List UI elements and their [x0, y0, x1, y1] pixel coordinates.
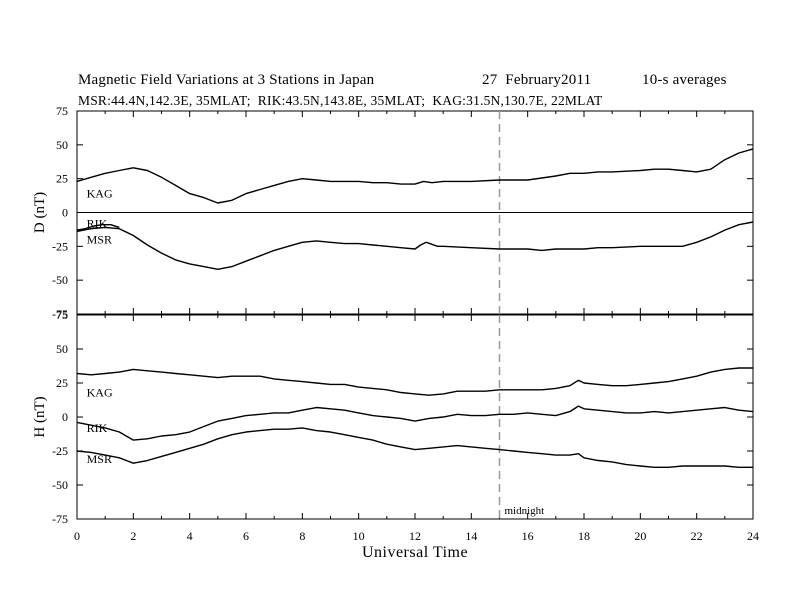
series-label-rik: RIK	[87, 216, 108, 230]
series-line-msr	[76, 427, 753, 468]
x-tick-label: 10	[353, 529, 365, 543]
midnight-label: midnight	[505, 505, 545, 517]
x-tick-label: 16	[522, 529, 534, 543]
x-tick-label: 8	[299, 529, 305, 543]
y-tick-label: 0	[62, 206, 68, 220]
y-tick-label: -50	[52, 478, 68, 492]
y-tick-label: 75	[56, 104, 68, 118]
chart-averaging: 10-s averages	[642, 72, 727, 88]
y-tick-label: -25	[52, 444, 68, 458]
x-tick-label: 0	[74, 529, 80, 543]
series-line-msr	[76, 221, 754, 270]
x-tick-label: 20	[634, 529, 646, 543]
x-axis-label: Universal Time	[362, 544, 468, 561]
series-label-kag: KAG	[87, 187, 113, 201]
x-tick-label: 2	[130, 529, 136, 543]
x-tick-label: 12	[409, 529, 421, 543]
series-label-msr: MSR	[87, 452, 112, 466]
y-tick-label: -50	[52, 273, 68, 287]
y-tick-label: 75	[56, 308, 68, 322]
series-label-kag: KAG	[87, 386, 113, 400]
series-line-kag	[76, 148, 754, 204]
y-tick-label: 0	[62, 410, 68, 424]
y-tick-label: -75	[52, 512, 68, 526]
x-tick-label: 22	[691, 529, 703, 543]
y-tick-label: 50	[56, 342, 68, 356]
x-tick-label: 4	[187, 529, 193, 543]
chart-title: Magnetic Field Variations at 3 Stations …	[78, 72, 375, 88]
chart-subtitle: MSR:44.4N,142.3E, 35MLAT; RIK:43.5N,143.…	[78, 93, 603, 108]
series-label-msr: MSR	[87, 233, 112, 247]
series-label-rik: RIK	[87, 421, 108, 435]
series-line-rik	[76, 223, 120, 231]
bottom-y-axis-label: H (nT)	[32, 396, 48, 437]
series-line-kag	[76, 367, 753, 396]
series-line-rik	[76, 405, 754, 441]
x-tick-label: 18	[578, 529, 590, 543]
y-tick-label: -25	[52, 239, 68, 253]
bottom-panel-frame	[76, 314, 754, 520]
x-tick-label: 6	[243, 529, 249, 543]
y-tick-label: 25	[56, 172, 68, 186]
x-tick-label: 24	[747, 529, 759, 543]
x-tick-label: 14	[465, 529, 477, 543]
top-y-axis-label: D (nT)	[32, 192, 48, 233]
y-tick-label: -75	[52, 307, 68, 321]
y-tick-label: 25	[56, 376, 68, 390]
y-tick-label: 50	[56, 138, 68, 152]
chart-date: 27 February2011	[482, 72, 592, 88]
